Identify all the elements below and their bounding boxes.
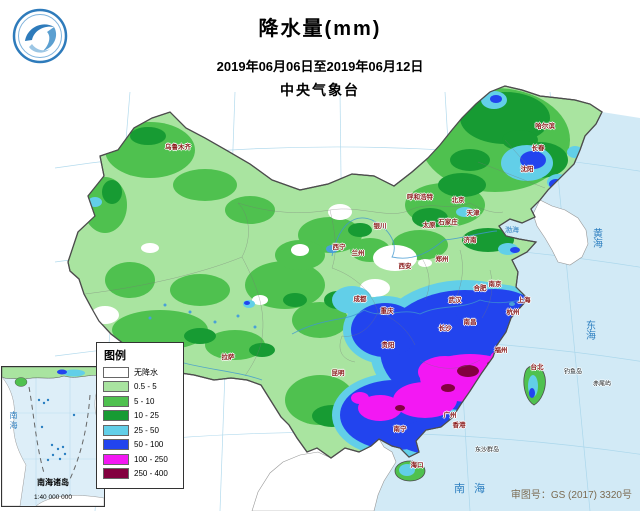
taiwan-island [523, 365, 546, 406]
south-china-sea-inset: 南海 南海诸岛 1:40 000 000 [1, 366, 105, 507]
province-borders [84, 139, 546, 377]
legend-label: 5 - 10 [134, 396, 155, 406]
precip-region [57, 369, 67, 375]
precip-region [441, 384, 455, 392]
legend-rows: 无降水 0.5 - 5 5 - 10 10 - 25 25 - 50 50 - 100 10… [103, 366, 177, 479]
hainan-island [394, 460, 426, 482]
precip-region [291, 244, 309, 256]
precip-region [63, 369, 85, 377]
precip-region [395, 405, 405, 411]
precip-region [438, 173, 486, 197]
legend-item: 10 - 25 [103, 410, 177, 421]
inset-hainan [14, 377, 28, 387]
legend-swatch [103, 381, 129, 392]
precip-region [510, 247, 520, 253]
precip-region [328, 204, 352, 220]
legend-swatch [103, 439, 129, 450]
precip-region [170, 274, 230, 306]
legend-item: 250 - 400 [103, 468, 177, 479]
precip-region [173, 169, 237, 201]
precip-region [457, 365, 479, 377]
legend-swatch [103, 395, 129, 407]
precip-region [292, 302, 348, 338]
legend-item: 100 - 250 [103, 453, 177, 465]
precip-region [418, 259, 432, 267]
legend-label: 50 - 100 [134, 440, 164, 449]
cma-logo [12, 8, 68, 64]
legend-swatch [103, 468, 129, 479]
inset-map [2, 367, 104, 506]
legend-label: 0.5 - 5 [134, 382, 157, 391]
precip-region [399, 464, 415, 476]
inset-vietnam [2, 376, 27, 506]
legend-label: 无降水 [134, 367, 158, 377]
precip-region [351, 303, 419, 357]
rivers [179, 217, 528, 381]
inset-borneo [35, 495, 104, 506]
precip-region [450, 149, 490, 171]
precip-region [456, 207, 474, 217]
legend-item: 无降水 [103, 366, 177, 378]
precip-region [112, 310, 208, 350]
precip-region [225, 196, 275, 224]
precip-region [412, 208, 448, 228]
inset-islands-dots [37, 398, 76, 462]
precip-region [490, 95, 502, 103]
precip-region [105, 262, 155, 298]
legend-swatch [103, 410, 129, 421]
legend-item: 50 - 100 [103, 439, 177, 450]
precip-region [130, 127, 166, 145]
legend: 图例 无降水 0.5 - 5 5 - 10 10 - 25 25 - 50 50 - 10… [96, 342, 184, 489]
legend-label: 25 - 50 [134, 425, 159, 435]
precip-region [393, 382, 457, 418]
legend-swatch [103, 366, 129, 378]
precip-region [332, 286, 372, 314]
precip-region [348, 223, 372, 237]
precip-region [102, 180, 122, 204]
inset-china-coast [2, 367, 104, 381]
precip-region [184, 328, 216, 344]
legend-swatch [103, 424, 129, 436]
lakes [148, 245, 515, 329]
legend-label: 250 - 400 [134, 469, 168, 478]
precip-region [520, 151, 546, 169]
inset-title: 南海诸岛 [37, 478, 69, 487]
legend-swatch [103, 453, 129, 465]
inset-sea-label: 南海 [9, 411, 18, 431]
precip-region [418, 356, 472, 388]
precip-region [244, 301, 250, 305]
precip-region [249, 343, 275, 357]
precip-region [502, 130, 538, 150]
legend-item: 0.5 - 5 [103, 381, 177, 392]
legend-label: 100 - 250 [134, 454, 168, 464]
legend-item: 25 - 50 [103, 424, 177, 436]
precip-region [351, 392, 369, 404]
precip-region [358, 395, 402, 421]
legend-title: 图例 [104, 350, 126, 362]
inset-scale: 1:40 000 000 [34, 494, 72, 501]
legend-item: 5 - 10 [103, 395, 177, 407]
precip-region [283, 293, 307, 307]
precip-region [141, 243, 159, 253]
legend-label: 10 - 25 [134, 411, 159, 420]
map-approval-number: 审图号：GS (2017) 3320号 [510, 490, 632, 501]
precip-region [529, 388, 535, 398]
korea-landmass [532, 199, 589, 266]
